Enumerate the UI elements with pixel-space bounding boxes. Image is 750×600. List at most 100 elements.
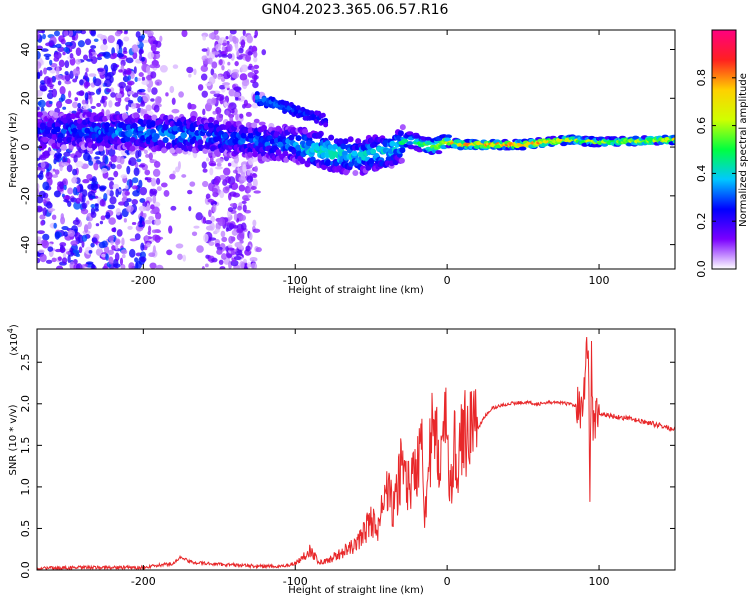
spectrogram-ridge-cell xyxy=(137,126,144,133)
spectrogram-ridge-cell xyxy=(314,144,321,151)
snr-series-line xyxy=(37,336,675,570)
spectrogram-noise-cell xyxy=(82,103,90,110)
spectrogram-noise-cell xyxy=(143,149,148,155)
spectrogram-noise-cell xyxy=(75,58,81,65)
snr-y-label: SNR (10 * v/v) xyxy=(8,404,19,475)
spectrogram-ridge-cell xyxy=(352,169,359,176)
spectrogram-noise-cell xyxy=(75,263,83,269)
spectrogram-noise-cell xyxy=(134,257,139,263)
spectrogram-noise-cell xyxy=(107,177,115,181)
spectrogram-noise-cell xyxy=(213,30,219,35)
spectrogram-noise-cell xyxy=(242,195,249,201)
spectrogram-noise-cell xyxy=(37,61,42,70)
spectrogram-noise-cell xyxy=(247,187,252,193)
spectrogram-x-label: Height of straight line (km) xyxy=(288,285,424,296)
y-tick-label: 20 xyxy=(19,91,32,105)
spectrogram-ridge-cell xyxy=(295,135,302,142)
spectrogram-ridge-cell xyxy=(632,135,640,140)
spectrogram-noise-cell xyxy=(139,256,147,263)
spectrogram-ridge-cell xyxy=(601,142,609,147)
spectrogram-noise-cell xyxy=(46,83,55,87)
spectrogram-noise-cell xyxy=(156,186,162,192)
spectrogram-noise-cell xyxy=(188,206,192,212)
colorbar-tick-label: 0.0 xyxy=(695,260,708,278)
spectrogram-noise-cell xyxy=(252,228,261,233)
spectrogram-noise-cell xyxy=(57,80,62,86)
spectrogram-noise-cell xyxy=(110,62,118,72)
spectrogram-noise-cell xyxy=(114,31,122,37)
spectrogram-noise-cell xyxy=(83,54,89,61)
spectrogram-noise-cell xyxy=(140,109,148,114)
spectrogram-noise-cell xyxy=(227,247,235,251)
spectrogram-noise-cell xyxy=(150,209,156,214)
spectrogram-noise-cell xyxy=(59,166,63,172)
spectrogram-noise-cell xyxy=(229,203,238,208)
spectrogram-noise-cell xyxy=(201,266,205,269)
spectrogram-noise-cell xyxy=(57,256,62,261)
spectrogram-noise-cell xyxy=(152,245,156,254)
spectrogram-noise-cell xyxy=(204,219,213,225)
spectrogram-noise-cell xyxy=(244,103,252,109)
spectrogram-ridge-cell xyxy=(370,148,377,155)
spectrogram-ridge-cell xyxy=(124,136,131,143)
spectrogram-noise-cell xyxy=(253,69,259,75)
spectrogram-ridge-cell xyxy=(208,116,215,123)
spectrogram-noise-cell xyxy=(235,42,239,52)
spectrogram-noise-cell xyxy=(51,174,59,178)
colorbar-tick-label: 0.4 xyxy=(695,165,708,183)
spectrogram-noise-cell xyxy=(37,149,41,158)
spectrogram-noise-cell xyxy=(90,204,96,209)
y-tick-label: 2.5 xyxy=(19,353,32,371)
spectrogram-ridge-cell xyxy=(561,141,569,146)
spectrogram-noise-cell xyxy=(168,225,173,234)
spectrogram-noise-cell xyxy=(138,48,143,56)
spectrogram-noise-cell xyxy=(146,242,151,248)
spectrogram-noise-cell xyxy=(107,249,114,255)
spectrogram-noise-cell xyxy=(151,87,158,95)
spectrogram-noise-cell xyxy=(225,35,229,40)
spectrogram-noise-cell xyxy=(138,224,144,228)
spectrogram-noise-cell xyxy=(125,104,129,111)
spectrogram-noise-cell xyxy=(88,91,95,96)
spectrogram-noise-cell xyxy=(136,158,142,163)
spectrogram-noise-cell xyxy=(142,93,150,103)
spectrogram-noise-cell xyxy=(107,35,115,44)
spectrogram-noise-cell xyxy=(45,171,53,180)
spectrogram-noise-cell xyxy=(225,176,231,184)
spectrogram-noise-cell xyxy=(189,181,196,187)
spectrogram-noise-cell xyxy=(100,43,108,51)
spectrogram-noise-cell xyxy=(211,61,218,69)
spectrogram-ridge-cell xyxy=(416,148,424,153)
snr-x-label: Height of straight line (km) xyxy=(288,585,424,596)
spectrogram-noise-cell xyxy=(154,79,162,86)
spectrogram-noise-cell xyxy=(224,186,230,191)
spectrogram-noise-cell xyxy=(225,222,231,226)
spectrogram-noise-cell xyxy=(175,166,180,173)
spectrogram-noise-cell xyxy=(116,163,122,170)
spectrogram-noise-cell xyxy=(37,182,40,191)
spectrogram-noise-cell xyxy=(166,249,173,256)
spectrogram-noise-cell xyxy=(232,192,241,198)
spectrogram-ridge-cell xyxy=(399,147,406,154)
spectrogram-noise-cell xyxy=(133,167,140,176)
spectrogram-noise-cell xyxy=(189,103,197,110)
spectrogram-noise-cell xyxy=(113,170,119,178)
spectrogram-noise-cell xyxy=(120,174,128,179)
spectrogram-noise-cell xyxy=(142,212,147,218)
spectrogram-noise-cell xyxy=(227,43,233,52)
spectrogram-noise-cell xyxy=(150,71,157,79)
spectrogram-noise-cell xyxy=(82,189,88,198)
spectrogram-noise-cell xyxy=(59,244,64,251)
spectrogram-noise-cell xyxy=(250,186,257,190)
spectrogram-noise-cell xyxy=(251,66,255,73)
spectrogram-ridge-cell xyxy=(355,138,362,145)
spectrogram-noise-cell xyxy=(126,198,132,203)
x-tick-label: -200 xyxy=(131,274,156,287)
y-tick-label: -20 xyxy=(19,187,32,205)
spectrogram-noise-cell xyxy=(98,87,102,93)
spectrogram-noise-cell xyxy=(95,223,100,227)
spectrogram-noise-cell xyxy=(245,111,252,117)
spectrogram-noise-cell xyxy=(229,33,233,42)
spectrogram-noise-cell xyxy=(139,215,143,225)
spectrogram-ridge-cell xyxy=(406,131,414,136)
